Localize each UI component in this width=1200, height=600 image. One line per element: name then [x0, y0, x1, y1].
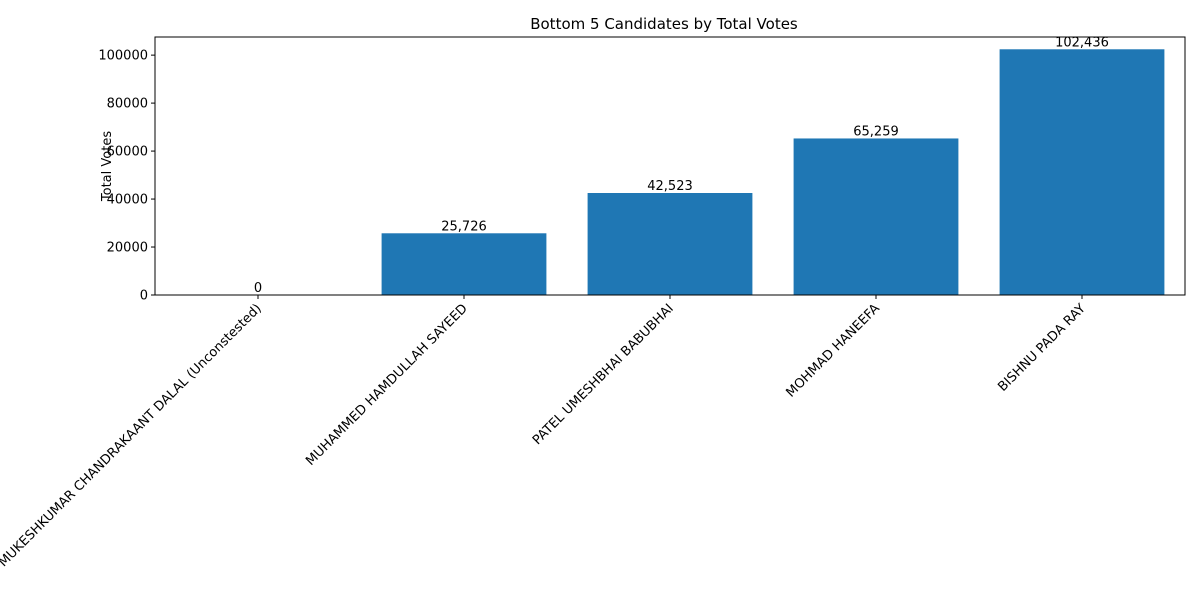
bar-value-label: 0 [254, 281, 262, 296]
axis-ticks: 0 20000 40000 60000 80000 100000 [98, 49, 1083, 304]
x-tick-label: PATEL UMESHBHAI BABUBHAI [530, 301, 677, 448]
bar [381, 233, 547, 295]
bar-value-label: 25,726 [441, 219, 487, 234]
x-tick-label: MUHAMMED HAMDULLAH SAYEED [303, 301, 471, 469]
plot-frame [154, 36, 1186, 296]
x-tick-label: BISHNU PADA RAY [995, 301, 1089, 395]
bar-value-label: 102,436 [1055, 35, 1109, 50]
bar [587, 192, 753, 295]
value-labels: 0 25,726 42,523 65,259 102,436 [254, 35, 1109, 296]
bar [999, 49, 1165, 296]
x-tick-label: MUKESHKUMAR CHANDRAKAANT DALAL (Unconste… [0, 301, 265, 570]
y-tick-label: 80000 [107, 97, 148, 112]
x-tick-label: MOHMAD HANEEFA [783, 301, 882, 400]
y-tick-label: 100000 [98, 49, 148, 64]
y-tick-label: 60000 [107, 145, 148, 160]
y-axis-label: Total Votes [100, 131, 115, 202]
y-tick-label: 20000 [107, 241, 148, 256]
y-tick-label: 0 [140, 289, 148, 304]
y-tick-label: 40000 [107, 193, 148, 208]
bar [793, 138, 959, 295]
bar-value-label: 65,259 [853, 124, 899, 139]
bar-value-label: 42,523 [647, 179, 693, 194]
x-tick-labels: MUKESHKUMAR CHANDRAKAANT DALAL (Unconste… [0, 301, 1089, 570]
chart-title: Bottom 5 Candidates by Total Votes [530, 15, 798, 33]
bars [381, 49, 1165, 296]
